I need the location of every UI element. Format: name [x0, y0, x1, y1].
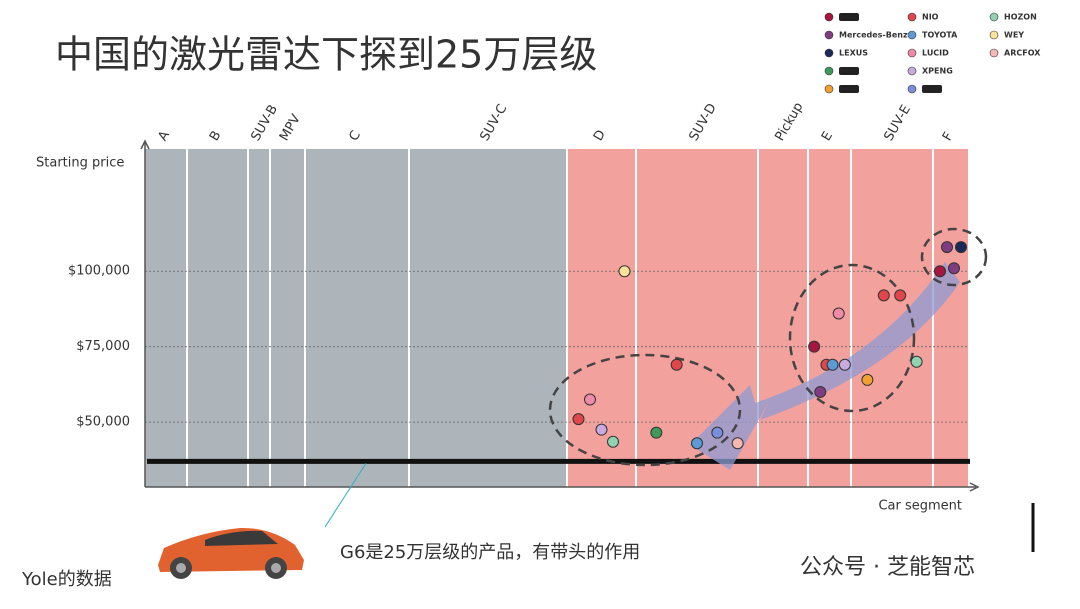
y-tick-label: $100,000	[68, 264, 130, 279]
data-point	[934, 265, 946, 278]
segment-band	[270, 149, 305, 487]
legend-swatch	[989, 48, 999, 58]
legend-swatch	[907, 84, 917, 94]
x-tick-label: C	[347, 128, 365, 143]
legend-swatch	[989, 12, 999, 22]
x-tick-label: F	[940, 130, 957, 144]
x-tick-label: SUV-E	[882, 103, 914, 144]
data-point	[691, 437, 703, 450]
segment-band	[758, 149, 808, 487]
legend-logo	[839, 85, 859, 93]
data-point	[670, 358, 683, 371]
legend-label: TOYOTA	[922, 31, 958, 40]
data-point	[584, 393, 596, 406]
data-point	[711, 426, 724, 439]
cluster-ring	[788, 263, 916, 413]
legend-label: LEXUS	[839, 49, 868, 58]
legend-swatch	[907, 48, 917, 58]
watermark: 公众号 · 芝能智芯	[800, 555, 975, 580]
data-point	[572, 413, 585, 426]
x-tick-label: SUV-B	[249, 102, 282, 143]
legend-swatch	[907, 66, 917, 76]
cluster-ring	[548, 353, 742, 467]
caption: G6是25万层级的产品，有带头的作用	[340, 542, 640, 563]
data-point	[894, 289, 907, 302]
cluster-ring	[920, 227, 988, 287]
legend-swatch	[907, 30, 917, 40]
segment-band	[409, 149, 567, 487]
data-point	[731, 437, 744, 450]
segment-band	[305, 149, 409, 487]
segment-band	[808, 149, 851, 487]
y-axis-arrow	[140, 139, 150, 150]
data-point	[910, 355, 923, 368]
legend-swatch	[824, 12, 834, 22]
x-axis-arrow	[969, 482, 980, 492]
legend-swatch	[989, 30, 999, 40]
legend-swatch	[907, 12, 917, 22]
segment-band	[933, 149, 968, 487]
legend-label: Mercedes-Benz	[839, 31, 908, 40]
legend: Mercedes-Benz LEXUS NIO TOYOTA LUCID XPENG HOZ…	[824, 12, 1041, 94]
x-tick-label: B	[207, 129, 224, 144]
segment-band	[567, 149, 636, 487]
y-tick-label: $50,000	[76, 415, 130, 430]
data-point	[877, 289, 890, 302]
data-point	[814, 385, 827, 398]
y-tick-label: $75,000	[76, 339, 130, 354]
x-tick-label: A	[156, 128, 173, 143]
legend-label: WEY	[1004, 31, 1024, 40]
data-point	[808, 340, 821, 353]
x-tick-label: E	[819, 129, 836, 144]
x-tick-label: Pickup	[773, 100, 807, 144]
x-tick-label: MPV	[277, 112, 304, 144]
pointer-line	[324, 463, 367, 528]
legend-logo	[839, 67, 859, 75]
data-point	[607, 435, 619, 448]
x-tick-label: D	[591, 128, 609, 144]
legend-swatch	[824, 48, 834, 58]
legend-swatch	[824, 84, 834, 94]
x-tick-label: SUV-D	[687, 101, 720, 144]
data-point	[838, 358, 851, 371]
data-point	[941, 241, 953, 254]
legend-label: HOZON	[1004, 13, 1037, 22]
source-note: Yole的数据	[21, 569, 112, 590]
trend-arrow	[690, 262, 960, 470]
data-point	[650, 426, 663, 439]
legend-swatch	[824, 30, 834, 40]
data-point	[618, 265, 631, 278]
data-point	[861, 373, 874, 386]
data-point	[948, 262, 960, 275]
car-illustration	[158, 527, 304, 579]
segment-band	[248, 149, 270, 487]
x-tick-label: SUV-C	[478, 102, 511, 144]
data-point	[955, 241, 967, 254]
data-point	[595, 423, 608, 436]
legend-logo	[922, 85, 942, 93]
legend-label: ARCFOX	[1004, 49, 1041, 58]
x-axis-title: Car segment	[878, 499, 962, 514]
segment-band	[187, 149, 248, 487]
segment-band	[145, 149, 187, 487]
slide-title: 中国的激光雷达下探到25万层级	[55, 33, 597, 77]
data-point	[832, 307, 845, 320]
legend-swatch	[824, 66, 834, 76]
y-axis-title: Starting price	[36, 156, 124, 171]
data-point	[826, 358, 839, 371]
legend-label: XPENG	[922, 67, 953, 76]
legend-logo	[839, 13, 859, 21]
legend-label: LUCID	[922, 49, 949, 58]
legend-label: NIO	[922, 13, 939, 22]
